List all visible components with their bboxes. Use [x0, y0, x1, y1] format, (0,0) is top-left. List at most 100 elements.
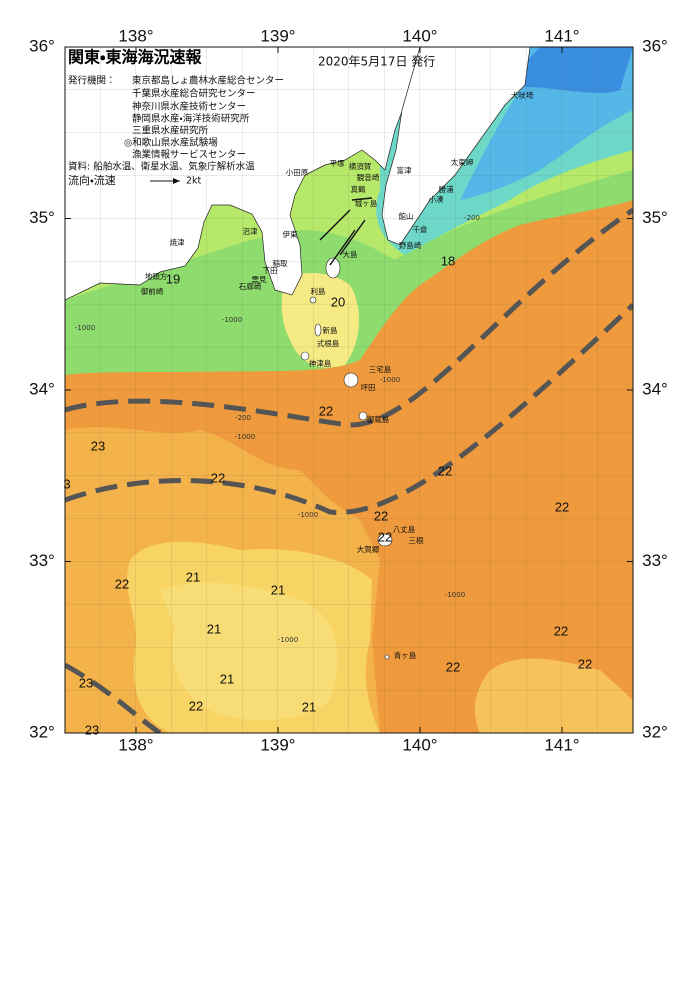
temperature-label: 21	[271, 582, 285, 597]
place-name: 沼津	[243, 227, 258, 236]
issuers-label: 発行機関：	[68, 75, 116, 87]
place-name: 千倉	[413, 224, 428, 234]
temperature-label: 22	[374, 508, 388, 523]
lon-label: 139°	[260, 26, 295, 45]
place-name: 富津	[397, 165, 412, 175]
depth-label: -1000	[222, 316, 242, 324]
lat-label: 33°	[642, 551, 668, 570]
temperature-label: 3	[63, 476, 70, 491]
place-name: 式根島	[317, 338, 340, 348]
place-name: 大島	[343, 249, 358, 259]
lon-label: 141°	[544, 26, 579, 45]
depth-label: -1000	[235, 433, 255, 441]
temperature-label: 22	[319, 403, 333, 418]
lon-label: 140°	[402, 735, 437, 754]
lon-label: 140°	[402, 26, 437, 45]
issue-date: 2020年5月17日 発行	[318, 55, 435, 69]
lon-label: 141°	[544, 735, 579, 754]
lat-label: 36°	[642, 36, 668, 55]
temperature-label: 21	[220, 671, 234, 686]
place-name: 地頭方	[145, 271, 168, 281]
place-name: 新島	[323, 325, 338, 335]
lat-label: 36°	[29, 36, 55, 55]
place-name: 伊東	[283, 229, 298, 239]
temperature-label: 21	[186, 569, 200, 584]
temperature-label: 23	[79, 675, 93, 690]
depth-label: -200	[464, 214, 480, 222]
temperature-label: 22	[115, 576, 129, 591]
temperature-label: 22	[555, 499, 569, 514]
legend-speed: 2kt	[186, 176, 202, 187]
issuer: 千葉県水産総合研究センター	[132, 88, 256, 100]
place-name: 三根	[409, 535, 424, 545]
temperature-label: 22	[578, 656, 592, 671]
place-name: 犬吠埼	[511, 90, 534, 100]
place-name: 八丈島	[393, 524, 416, 534]
temperature-label: 22	[211, 470, 225, 485]
issuer: 東京都島しょ農林水産総合センター	[132, 75, 284, 87]
temperature-label: 18	[441, 253, 455, 268]
place-name: 御前崎	[141, 286, 164, 296]
depth-label: -1000	[380, 376, 400, 384]
place-name: 神津島	[309, 358, 332, 368]
depth-label: -1000	[445, 591, 465, 599]
place-name: 勝浦	[439, 184, 454, 194]
place-name: 小田原	[286, 168, 309, 177]
lat-label: 33°	[29, 551, 55, 570]
temperature-label: 23	[85, 722, 99, 737]
lon-label: 138°	[118, 26, 153, 45]
lat-label: 35°	[642, 208, 668, 227]
temperature-label: 23	[91, 438, 105, 453]
place-name: 城ヶ島	[355, 198, 378, 208]
place-name: 三宅島	[369, 364, 392, 374]
lon-label: 138°	[118, 735, 153, 754]
place-name: 稲取	[273, 258, 288, 268]
depth-label: -200	[235, 414, 251, 422]
sources: 資料: 船舶水温、衛星水温、気象庁解析水温	[68, 161, 255, 173]
lat-label: 35°	[29, 208, 55, 227]
place-name: 石廊崎	[239, 281, 262, 291]
place-name: 御蔵島	[367, 414, 390, 424]
place-name: 太東岬	[451, 157, 474, 167]
lat-label: 34°	[642, 379, 668, 398]
lat-label: 32°	[642, 722, 668, 741]
current-arrows	[319, 197, 373, 266]
place-name: 大賀郷	[357, 544, 380, 554]
place-name: 焼津	[170, 238, 185, 247]
place-name: 青ヶ島	[394, 650, 417, 660]
place-name: 観音崎	[357, 172, 380, 182]
legend-label: 流向・流速	[68, 173, 116, 187]
place-name: 雲見	[252, 275, 267, 284]
temperature-label: 22	[189, 698, 203, 713]
temperature-label: 21	[302, 699, 316, 714]
place-name: 平塚	[330, 159, 345, 168]
temperature-label: 20	[331, 294, 345, 309]
depth-label: -1000	[298, 511, 318, 519]
issuer: 三重県水産研究所	[132, 125, 209, 137]
temperature-label: 22	[554, 623, 568, 638]
temperature-label: 22	[438, 463, 452, 478]
depth-label: -1000	[75, 324, 95, 332]
place-name: 横須賀	[349, 161, 372, 171]
issuer: 神奈川県水産技術センター	[132, 101, 246, 113]
lon-label: 139°	[260, 735, 295, 754]
place-name: 館山	[399, 212, 414, 221]
place-name: 下田	[263, 266, 278, 275]
issuer: ◎和歌山県水産試験場	[124, 137, 218, 149]
place-name: 真鶴	[351, 184, 366, 194]
place-name: 野島崎	[399, 240, 422, 250]
temperature-label: 22	[446, 659, 460, 674]
temperature-label: 21	[207, 621, 221, 636]
sea-surface	[65, 47, 633, 733]
issuer: 漁業情報サービスセンター	[132, 149, 246, 161]
lat-label: 32°	[29, 722, 55, 741]
place-name: 坪田	[361, 383, 376, 392]
place-name: 利島	[311, 286, 326, 296]
temperature-label: 19	[166, 271, 180, 286]
legend-arrowhead	[173, 178, 180, 184]
issuer: 静岡県水産・海洋技術研究所	[132, 113, 250, 125]
temperature-label: 22	[378, 529, 392, 544]
